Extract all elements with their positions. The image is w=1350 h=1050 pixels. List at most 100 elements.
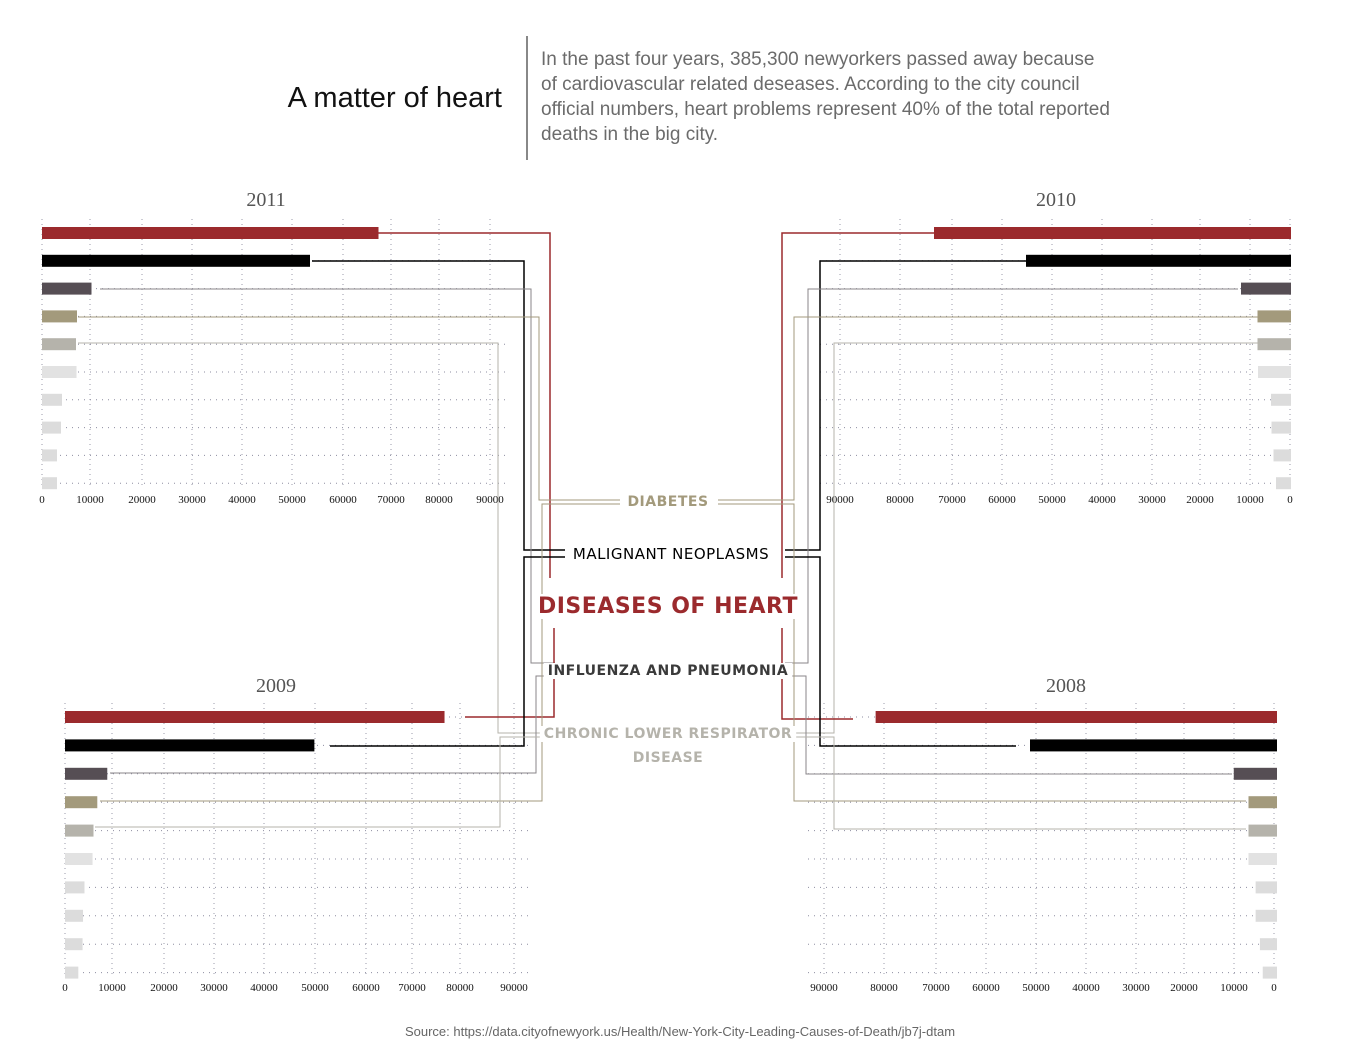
category-label-heart: DISEASES OF HEART — [538, 594, 798, 619]
tick-label: 0 — [1271, 982, 1277, 994]
bar-2009-other-3 — [65, 909, 84, 922]
tick-label: 60000 — [988, 494, 1016, 506]
category-label-diabetes: DIABETES — [627, 494, 708, 510]
tick-label: 40000 — [1072, 982, 1100, 994]
source-note: Source: https://data.cityofnewyork.us/He… — [404, 1024, 956, 1039]
tick-label: 90000 — [810, 982, 838, 994]
bar-2011-neoplasms — [42, 254, 310, 267]
bar-2009-other-4 — [65, 938, 83, 951]
category-label-chronic-line2: DISEASE — [633, 750, 703, 766]
connector-2008-influenza — [785, 675, 1232, 775]
bar-2011-diabetes — [42, 310, 77, 323]
year-label-2009: 2009 — [256, 675, 296, 697]
bar-2008-diabetes — [1248, 796, 1277, 809]
tick-label: 0 — [39, 494, 45, 506]
bar-2011-other-4 — [42, 449, 57, 462]
connector-2009-heart — [465, 628, 555, 718]
connector-2011-diabetes — [78, 316, 620, 501]
bar-2009-influenza — [65, 767, 108, 780]
bar-2008-other-2 — [1255, 881, 1277, 894]
bar-2011-other-2 — [42, 393, 62, 406]
bar-2009-heart — [65, 711, 445, 723]
bar-2009-neoplasms — [65, 739, 315, 752]
bar-2009-other-5 — [65, 966, 79, 979]
tick-label: 0 — [62, 982, 68, 994]
bar-2010-heart — [934, 227, 1291, 239]
bar-2010-other-5 — [1276, 477, 1291, 490]
tick-label: 20000 — [1170, 982, 1198, 994]
bar-2008-other-5 — [1262, 966, 1277, 979]
tick-label: 80000 — [425, 494, 453, 506]
tick-label: 30000 — [1122, 982, 1150, 994]
tick-label: 50000 — [278, 494, 306, 506]
tick-label: 10000 — [1220, 982, 1248, 994]
category-label-chronic-line1-bg — [539, 726, 797, 742]
tick-label: 40000 — [250, 982, 278, 994]
connector-2008-chronic — [785, 736, 1246, 830]
bar-2010-other-1 — [1258, 366, 1291, 378]
tick-label: 30000 — [1138, 494, 1166, 506]
tick-label: 40000 — [1088, 494, 1116, 506]
connector-2011-chronic — [78, 342, 545, 734]
connector-2010-diabetes — [718, 316, 1258, 501]
year-label-2008: 2008 — [1046, 675, 1086, 697]
category-label-diabetes-bg — [623, 494, 713, 510]
bar-2010-neoplasms — [1026, 254, 1291, 267]
connector-2008-neoplasms — [785, 556, 1016, 747]
bar-2011-heart — [42, 227, 379, 239]
connector-2009-neoplasms — [330, 556, 565, 747]
bar-2008-other-1 — [1248, 853, 1277, 865]
tick-label: 80000 — [870, 982, 898, 994]
tick-label: 20000 — [128, 494, 156, 506]
tick-label: 50000 — [1038, 494, 1066, 506]
connector-2008-diabetes — [718, 503, 1246, 802]
tick-label: 10000 — [76, 494, 104, 506]
tick-label: 60000 — [352, 982, 380, 994]
panel-2010: 2010 0 10000 20000 30000 40000 50000 60000 70000… — [820, 189, 1293, 506]
bar-2009-other-1 — [65, 853, 93, 865]
tick-label: 60000 — [329, 494, 357, 506]
year-label-2010: 2010 — [1036, 189, 1076, 211]
category-label-heart-bg — [533, 594, 803, 619]
bar-2010-chronic — [1257, 338, 1291, 351]
bar-2010-other-2 — [1271, 393, 1291, 406]
connector-lines — [78, 232, 1258, 830]
tick-label: 70000 — [938, 494, 966, 506]
tick-label: 70000 — [377, 494, 405, 506]
bar-2008-other-4 — [1259, 938, 1277, 951]
tick-label: 40000 — [228, 494, 256, 506]
bar-2008-other-3 — [1255, 909, 1277, 922]
bar-2010-influenza — [1241, 282, 1291, 295]
bar-2011-other-1 — [42, 366, 77, 378]
tick-label: 80000 — [446, 982, 474, 994]
connector-2009-diabetes — [100, 503, 620, 802]
category-label-influenza-bg — [543, 663, 793, 679]
tick-label: 90000 — [826, 494, 854, 506]
tick-label: 90000 — [476, 494, 504, 506]
connector-2011-heart — [378, 232, 551, 578]
connector-2009-chronic — [95, 736, 545, 828]
year-label-2011: 2011 — [246, 189, 285, 211]
tick-label: 50000 — [301, 982, 329, 994]
bar-2011-chronic — [42, 338, 76, 351]
intro-paragraph: In the past four years, 385,300 newyorke… — [541, 49, 1110, 145]
tick-label: 90000 — [500, 982, 528, 994]
bar-2011-other-3 — [42, 421, 61, 434]
connector-2010-chronic — [785, 342, 1258, 734]
bar-2010-diabetes — [1257, 310, 1291, 323]
bar-2008-chronic — [1248, 824, 1277, 837]
category-label-chronic-line1: CHRONIC LOWER RESPIRATOR — [544, 726, 792, 742]
tick-label: 80000 — [886, 494, 914, 506]
tick-label: 10000 — [1236, 494, 1264, 506]
bar-2008-influenza — [1233, 767, 1277, 780]
connector-2010-neoplasms — [785, 260, 1026, 551]
connector-2009-influenza — [110, 675, 555, 774]
title-divider — [526, 36, 528, 160]
leading-causes-chart: 2011 0 10000 20000 30000 40000 50000 60000 70000… — [39, 189, 1293, 994]
panel-2011: 2011 0 10000 20000 30000 40000 50000 60000 70000… — [39, 189, 510, 506]
page-title: A matter of heart — [287, 82, 502, 114]
connector-2010-heart — [781, 232, 934, 578]
tick-label: 30000 — [178, 494, 206, 506]
panel-2008: 2008 0 10000 20000 30000 40000 50000 60000 70000… — [808, 675, 1277, 994]
bar-2010-other-4 — [1273, 449, 1291, 462]
